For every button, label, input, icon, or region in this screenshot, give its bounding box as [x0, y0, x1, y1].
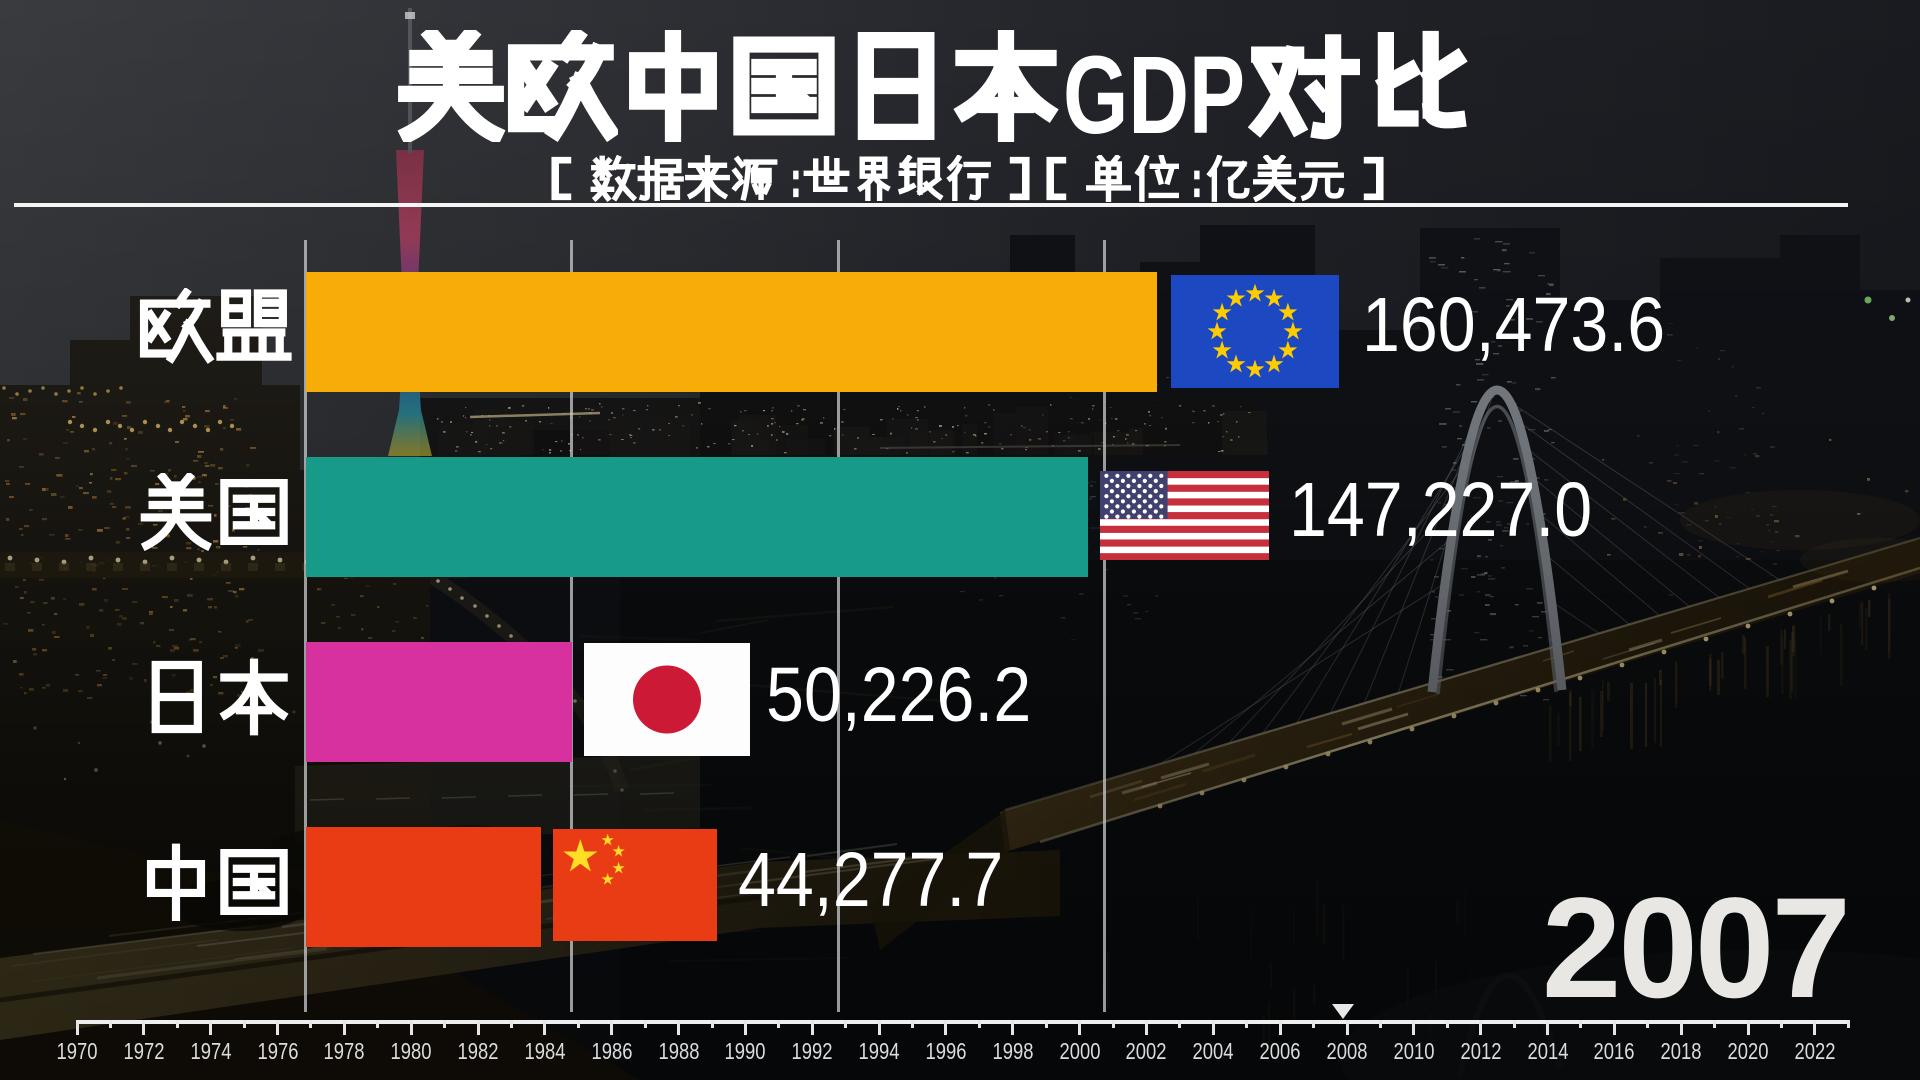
svg-text:GDP: GDP	[1063, 34, 1245, 142]
